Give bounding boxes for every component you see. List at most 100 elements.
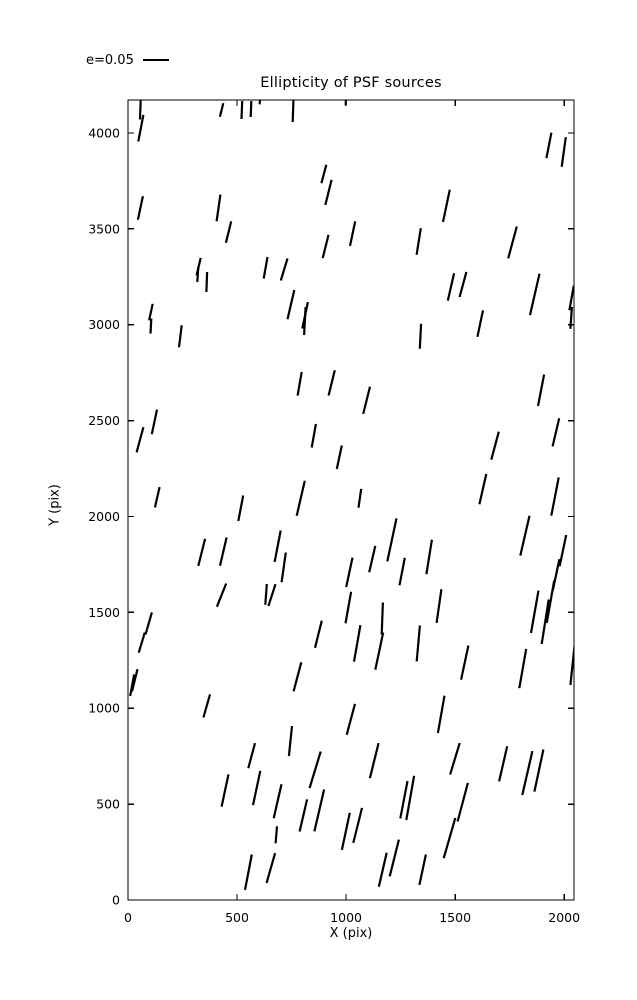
psf-ellipticity-whisker — [196, 266, 200, 283]
x-tick-label: 1500 — [439, 910, 471, 925]
psf-ellipticity-whisker — [249, 100, 253, 118]
axes-frame — [127, 99, 575, 901]
psf-ellipticity-whisker — [458, 271, 468, 298]
psf-ellipticity-whisker — [273, 530, 282, 563]
psf-ellipticity-whisker — [197, 538, 207, 567]
psf-ellipticity-whisker — [386, 518, 398, 562]
psf-ellipticity-whisker — [220, 774, 230, 807]
y-tick-label: 1500 — [88, 605, 120, 620]
legend: e=0.05 — [86, 52, 169, 68]
psf-ellipticity-whisker — [237, 495, 245, 522]
psf-ellipticity-whisker — [490, 431, 500, 460]
psf-ellipticity-whisker — [247, 742, 257, 769]
psf-ellipticity-whisker — [224, 221, 233, 244]
psf-ellipticity-whisker — [313, 620, 323, 649]
psf-ellipticity-whisker — [310, 423, 317, 448]
psf-ellipticity-whisker — [308, 751, 322, 789]
psf-ellipticity-whisker — [280, 552, 287, 583]
psf-ellipticity-whisker — [144, 612, 153, 635]
psf-ellipticity-whisker — [456, 782, 469, 822]
y-tick-label: 1000 — [88, 701, 120, 716]
psf-ellipticity-whisker — [274, 826, 279, 844]
psf-ellipticity-whisker — [418, 854, 427, 886]
psf-ellipticity-whisker — [550, 477, 560, 516]
psf-ellipticity-whisker — [460, 645, 470, 680]
psf-ellipticity-whisker — [296, 371, 303, 396]
y-tick-label: 2000 — [88, 509, 120, 524]
psf-ellipticity-whisker — [380, 602, 384, 635]
y-tick-label: 2500 — [88, 413, 120, 428]
psf-ellipticity-whisker — [148, 303, 154, 321]
psf-ellipticity-whisker — [340, 812, 351, 851]
psf-ellipticity-whisker — [258, 100, 262, 105]
psf-ellipticity-whisker — [320, 164, 328, 184]
psf-ellipticity-whisker — [398, 557, 406, 586]
psf-ellipticity-whisker — [153, 486, 161, 508]
psf-ellipticity-whisker — [498, 746, 509, 782]
psf-ellipticity-whisker — [357, 488, 363, 508]
psf-ellipticity-whisker — [368, 742, 380, 779]
chart-title: Ellipticity of PSF sources — [260, 75, 442, 91]
psf-ellipticity-whisker — [218, 537, 228, 566]
x-tick-label: 1000 — [330, 910, 362, 925]
psf-ellipticity-whisker — [149, 318, 153, 334]
psf-ellipticity-whisker — [130, 668, 139, 692]
x-tick-label: 2000 — [548, 910, 580, 925]
psf-ellipticity-whisker — [545, 580, 556, 624]
psf-ellipticity-whisker — [425, 539, 433, 575]
segments-group — [129, 100, 574, 891]
psf-ellipticity-whisker — [507, 226, 518, 259]
psf-ellipticity-whisker — [521, 750, 534, 796]
psf-ellipticity-whisker — [569, 306, 573, 329]
psf-ellipticity-whisker — [348, 221, 357, 247]
psf-ellipticity-whisker — [177, 325, 183, 348]
legend-label: e=0.05 — [86, 52, 134, 68]
psf-ellipticity-whisker — [436, 695, 446, 734]
psf-ellipticity-whisker — [478, 473, 488, 505]
x-axis-label: X (pix) — [329, 926, 373, 941]
psf-ellipticity-whisker — [205, 271, 209, 293]
psf-ellipticity-whisker — [303, 307, 307, 336]
psf-ellipticity-whisker — [264, 583, 268, 605]
y-tick-label: 500 — [96, 797, 120, 812]
psf-ellipticity-whisker — [446, 273, 456, 301]
psf-ellipticity-whisker — [551, 417, 561, 447]
psf-ellipticity-whisker — [518, 648, 528, 689]
psf-ellipticity-whisker — [352, 625, 362, 662]
psf-ellipticity-whisker — [150, 409, 159, 435]
psf-ellipticity-whisker — [137, 114, 145, 142]
psf-ellipticity-whisker — [374, 632, 385, 670]
psf-ellipticity-whisker — [251, 770, 262, 806]
x-tick-label: 500 — [225, 910, 249, 925]
psf-ellipticity-whisker — [262, 256, 269, 279]
psf-ellipticity-whisker — [292, 662, 303, 692]
psf-ellipticity-whisker — [295, 480, 306, 517]
psf-ellipticity-whisker — [215, 194, 222, 222]
psf-ellipticity-whisker — [476, 310, 485, 338]
psf-ellipticity-whisker — [405, 775, 416, 821]
psf-ellipticity-whisker — [136, 195, 144, 220]
psf-ellipticity-whisker — [327, 369, 336, 396]
psf-ellipticity-whisker — [368, 545, 377, 573]
psf-ellipticity-whisker — [536, 374, 546, 407]
psf-ellipticity-whisker — [215, 583, 228, 608]
psf-ellipticity-whisker — [218, 102, 225, 118]
psf-ellipticity-whisker — [298, 799, 309, 832]
psf-ellipticity-whisker — [545, 132, 553, 159]
psf-ellipticity-whisker — [442, 817, 457, 859]
psf-ellipticity-whisker — [558, 534, 568, 567]
psf-ellipticity-whisker — [415, 228, 422, 255]
psf-ellipticity-whisker — [362, 386, 372, 415]
y-axis-label: Y (pix) — [47, 484, 63, 526]
psf-ellipticity-whisker — [202, 694, 212, 718]
psf-ellipticity-whisker — [240, 100, 244, 120]
psf-ellipticity-whisker — [129, 674, 136, 697]
psf-ellipticity-whisker — [540, 599, 550, 645]
psf-ellipticity-whisker — [335, 445, 343, 470]
y-tick-label: 3000 — [88, 317, 120, 332]
psf-ellipticity-whisker — [568, 285, 574, 311]
x-tick-label: 0 — [124, 910, 132, 925]
psf-ellipticity-whisker — [291, 100, 295, 123]
